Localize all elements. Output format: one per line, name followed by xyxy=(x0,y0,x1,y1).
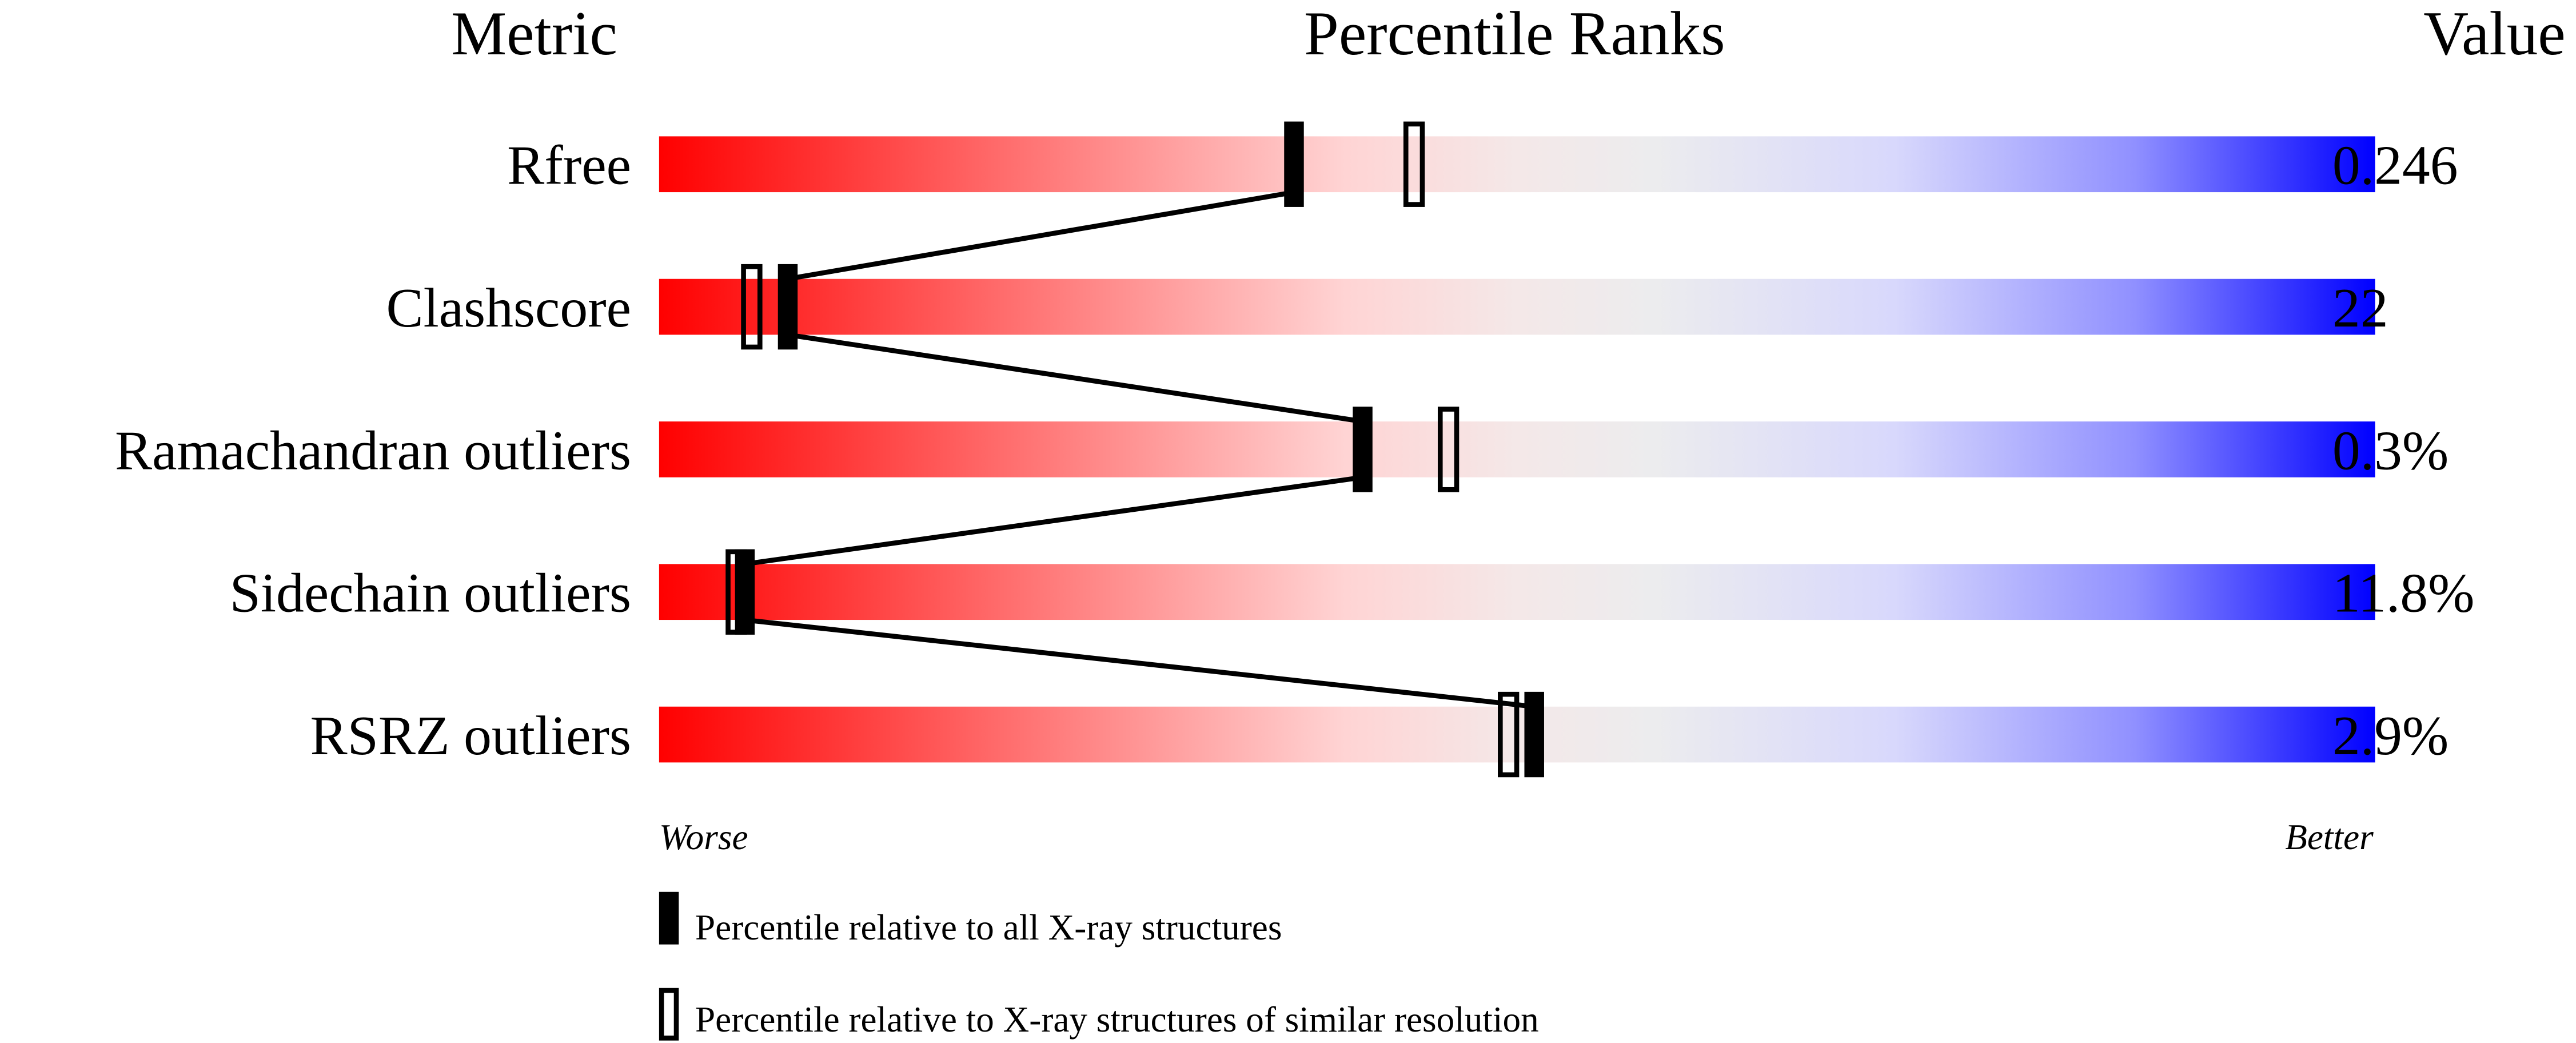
all-structures-marker xyxy=(1284,121,1304,207)
all-structures-marker xyxy=(777,264,798,350)
header-metric: Metric xyxy=(451,0,617,68)
metric-value: 0.246 xyxy=(2332,135,2458,197)
legend-filled-marker xyxy=(659,891,679,945)
metric-label: Clashscore xyxy=(386,277,632,339)
legend-all-label: Percentile relative to all X-ray structu… xyxy=(695,907,1282,948)
legend-open-marker xyxy=(659,988,679,1041)
all-structures-marker xyxy=(1524,691,1544,778)
connector-line xyxy=(787,332,1363,424)
header-percentile-ranks: Percentile Ranks xyxy=(1304,0,1725,68)
similar-resolution-marker xyxy=(1498,691,1520,778)
all-structures-marker xyxy=(1353,407,1373,492)
percentile-bar xyxy=(659,278,2375,335)
percentile-bar xyxy=(659,421,2375,477)
similar-resolution-marker xyxy=(1403,121,1425,207)
connector-line xyxy=(744,617,1535,710)
metric-label: Rfree xyxy=(507,135,631,197)
metric-value: 2.9% xyxy=(2332,705,2449,767)
similar-resolution-marker xyxy=(1437,407,1460,492)
better-label: Better xyxy=(2285,817,2374,857)
similar-resolution-marker xyxy=(741,264,763,350)
worse-label: Worse xyxy=(659,817,748,857)
metric-value: 0.3% xyxy=(2332,420,2449,481)
legend-similar-label: Percentile relative to X-ray structures … xyxy=(695,1000,1539,1040)
percentile-bar xyxy=(659,136,2375,193)
percentile-bar xyxy=(659,564,2375,620)
metric-value: 11.8% xyxy=(2332,563,2475,624)
connector-line xyxy=(787,189,1295,281)
connector-line xyxy=(744,475,1363,567)
header-value: Value xyxy=(2423,0,2566,68)
metric-value: 22 xyxy=(2332,277,2388,339)
all-structures-marker xyxy=(735,549,755,635)
metric-label: Ramachandran outliers xyxy=(115,420,631,481)
metric-label: Sidechain outliers xyxy=(230,563,631,624)
metric-label: RSRZ outliers xyxy=(310,705,631,767)
